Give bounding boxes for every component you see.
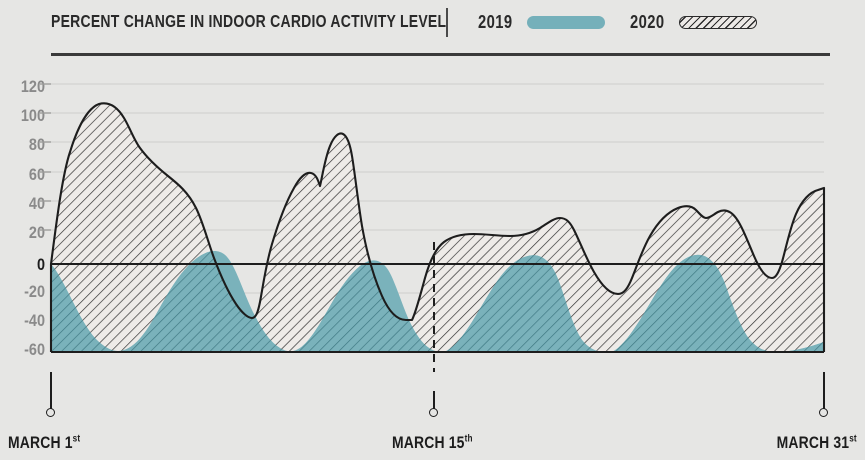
y-tick-80: 80 [28, 135, 45, 154]
chart-plot-area [0, 56, 865, 372]
legend-swatch-2020 [679, 16, 757, 29]
y-tick-100: 100 [20, 106, 45, 125]
y-tick-60: 60 [28, 165, 45, 184]
x-marker-dot [818, 408, 828, 417]
y-tick-20: 20 [28, 223, 45, 242]
y-axis: 120 100 80 60 40 20 0 -20 -40 -60 [0, 56, 45, 372]
x-label-text: MARCH 15 [392, 433, 465, 452]
legend-divider [446, 8, 448, 37]
x-marker-dot [45, 408, 55, 417]
x-marker-stem [823, 372, 825, 409]
y-tick-neg60: -60 [24, 340, 45, 359]
y-tick-120: 120 [20, 77, 45, 96]
chart-svg [40, 83, 826, 372]
y-tick-neg40: -40 [24, 311, 45, 330]
legend-label-2019: 2019 [478, 12, 513, 32]
x-label-march-1: MARCH 1st [8, 434, 96, 451]
legend-item-2019: 2019 [478, 12, 605, 33]
y-tick-40: 40 [28, 194, 45, 213]
x-axis: MARCH 1st MARCH 15th MARCH 31st [0, 372, 865, 460]
x-label-ordinal: th [464, 433, 473, 445]
x-label-text: MARCH 31 [776, 433, 850, 452]
x-marker-dot [428, 408, 438, 417]
x-marker-stem [50, 372, 52, 409]
chart-header: PERCENT CHANGE IN INDOOR CARDIO ACTIVITY… [0, 0, 865, 56]
legend-label-2020: 2020 [630, 12, 665, 32]
x-label-ordinal: st [72, 433, 81, 445]
x-label-march-31: MARCH 31st [759, 434, 857, 451]
series-area-2020 [51, 103, 824, 352]
header-rule [51, 53, 830, 56]
x-marker-stem [433, 391, 435, 409]
x-label-march-15: MARCH 15th [392, 434, 490, 451]
chart-frame [49, 188, 826, 354]
legend-item-2020: 2020 [630, 12, 757, 33]
y-tick-neg20: -20 [24, 282, 45, 301]
series-area-2019 [51, 251, 824, 352]
y-tick-0: 0 [36, 255, 45, 274]
series-line-2020 [49, 102, 826, 322]
x-label-text: MARCH 1 [8, 433, 73, 452]
page-title: PERCENT CHANGE IN INDOOR CARDIO ACTIVITY… [51, 11, 447, 31]
y-tick-marks [40, 83, 51, 231]
legend-swatch-2019 [527, 16, 605, 29]
x-label-ordinal: st [849, 433, 857, 445]
